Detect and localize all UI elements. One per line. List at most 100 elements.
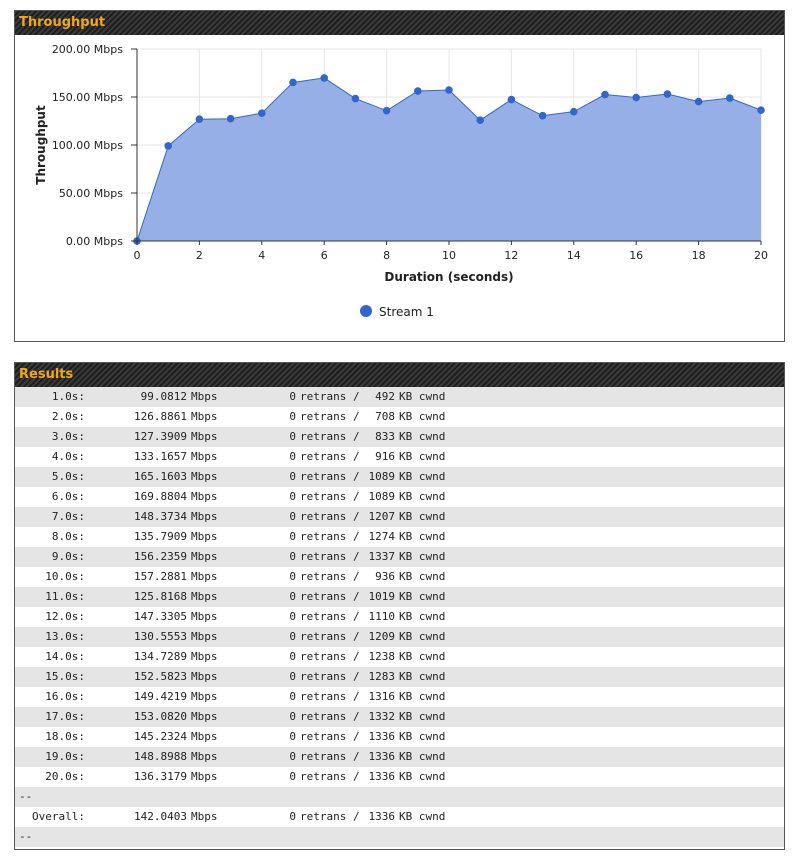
row-retrans-label: retrans / bbox=[300, 630, 360, 643]
results-table: 1.0s: 99.0812 Mbps 0 retrans /492 KB cwnd 2.0s… bbox=[15, 387, 784, 847]
y-tick-label: 0.00 Mbps bbox=[66, 235, 123, 248]
row-retrans: 0 bbox=[289, 710, 296, 723]
x-tick-label: 12 bbox=[504, 249, 518, 262]
row-rate-unit: Mbps bbox=[191, 750, 218, 763]
row-rate: 149.4219 bbox=[134, 690, 187, 703]
row-cwnd: 1337 bbox=[368, 550, 396, 563]
results-row: 17.0s: 153.0820 Mbps 0 retrans / 1332 KB cwnd bbox=[15, 707, 784, 727]
x-tick-label: 14 bbox=[567, 249, 581, 262]
row-retrans: 0 bbox=[289, 570, 296, 583]
y-tick-label: 150.00 Mbps bbox=[52, 91, 123, 104]
row-time: 3.0s: bbox=[51, 430, 85, 443]
data-point bbox=[445, 86, 453, 94]
row-cwnd: 1207 bbox=[368, 510, 396, 523]
data-point bbox=[164, 142, 172, 150]
x-tick-label: 2 bbox=[196, 249, 203, 262]
y-tick-label: 50.00 Mbps bbox=[59, 187, 123, 200]
row-retrans-label: retrans / bbox=[300, 470, 360, 483]
row-retrans-label: retrans / bbox=[300, 450, 360, 463]
x-tick-label: 10 bbox=[442, 249, 456, 262]
data-point bbox=[320, 74, 329, 82]
row-time: 12.0s: bbox=[45, 610, 85, 623]
results-row: 15.0s: 152.5823 Mbps 0 retrans / 1283 KB cwnd bbox=[15, 667, 784, 687]
data-point bbox=[757, 106, 765, 114]
row-cwnd-label: KB cwnd bbox=[399, 630, 446, 643]
y-tick-label: 200.00 Mbps bbox=[52, 43, 123, 56]
row-cwnd: 1332 bbox=[368, 710, 396, 723]
row-cwnd-label: KB cwnd bbox=[399, 450, 446, 463]
row-rate-unit: Mbps bbox=[191, 650, 218, 663]
row-time: 5.0s: bbox=[51, 470, 85, 483]
row-rate-unit: Mbps bbox=[191, 470, 218, 483]
row-time: 20.0s: bbox=[45, 770, 85, 783]
row-rate: 156.2359 bbox=[134, 550, 187, 563]
row-rate: 136.3179 bbox=[134, 770, 187, 783]
row-rate: 148.8988 bbox=[134, 750, 187, 763]
row-rate-unit: Mbps bbox=[191, 610, 218, 623]
data-point bbox=[507, 95, 516, 104]
row-cwnd-label: KB cwnd bbox=[399, 550, 446, 563]
row-time: 17.0s: bbox=[45, 710, 85, 723]
results-row: 18.0s: 145.2324 Mbps 0 retrans / 1336 KB cwnd bbox=[15, 727, 784, 747]
row-retrans: 0 bbox=[289, 430, 296, 443]
row-cwnd: 936 bbox=[375, 570, 395, 583]
row-cwnd: 833 bbox=[375, 430, 395, 443]
row-retrans-label: retrans / bbox=[300, 650, 360, 663]
row-retrans: 0 bbox=[289, 650, 296, 663]
row-retrans-label: retrans / bbox=[300, 410, 360, 423]
row-cwnd: 1336 bbox=[368, 770, 396, 783]
results-separator: -- bbox=[15, 827, 784, 847]
row-retrans-label: retrans / bbox=[300, 430, 360, 443]
row-cwnd-label: KB cwnd bbox=[399, 770, 446, 783]
data-point bbox=[694, 97, 703, 106]
data-point bbox=[663, 90, 672, 98]
data-point bbox=[289, 78, 297, 87]
row-rate-unit: Mbps bbox=[191, 730, 218, 743]
row-rate: 126.8861 bbox=[134, 410, 187, 423]
row-rate: 145.2324 bbox=[134, 730, 187, 743]
row-cwnd: 1238 bbox=[368, 650, 396, 663]
row-rate-unit: Mbps bbox=[191, 410, 218, 423]
row-rate: 147.3305 bbox=[134, 610, 187, 623]
row-retrans: 0 bbox=[289, 490, 296, 503]
row-retrans-label: retrans / bbox=[300, 730, 360, 743]
results-row: 10.0s: 157.2881 Mbps 0 retrans / 936 KB cwnd bbox=[15, 567, 784, 587]
results-row: 2.0s: 126.8861 Mbps 0 retrans / 708 KB cwnd bbox=[15, 407, 784, 427]
row-retrans: 0 bbox=[289, 610, 296, 623]
series-area bbox=[137, 77, 761, 241]
row-rate-unit: Mbps bbox=[191, 570, 218, 583]
row-cwnd-label: KB cwnd bbox=[399, 710, 446, 723]
row-retrans-label: retrans / bbox=[300, 590, 360, 603]
row-rate: 152.5823 bbox=[134, 670, 187, 683]
results-row: 7.0s: 148.3734 Mbps 0 retrans / 1207 KB cwnd bbox=[15, 507, 784, 527]
row-cwnd-label: KB cwnd bbox=[399, 470, 446, 483]
row-time: 14.0s: bbox=[45, 650, 85, 663]
row-cwnd: 492 bbox=[375, 390, 395, 403]
x-tick-label: 20 bbox=[754, 249, 768, 262]
data-point bbox=[258, 109, 266, 117]
row-rate-unit: Mbps bbox=[191, 450, 218, 463]
data-point bbox=[476, 116, 485, 125]
x-tick-label: 18 bbox=[692, 249, 706, 262]
row-cwnd-label: KB cwnd bbox=[399, 510, 446, 523]
y-axis-title: Throughput bbox=[34, 105, 48, 185]
data-point bbox=[414, 87, 422, 95]
data-point bbox=[538, 111, 547, 120]
row-rate: 142.0403 bbox=[134, 810, 187, 823]
results-row: 4.0s: 133.1657 Mbps 0 retrans / 916 KB cwnd bbox=[15, 447, 784, 467]
row-cwnd-label: KB cwnd bbox=[399, 690, 446, 703]
row-time: 8.0s: bbox=[51, 530, 85, 543]
row-retrans: 0 bbox=[289, 530, 296, 543]
row-rate-unit: Mbps bbox=[191, 550, 218, 563]
row-cwnd: 1336 bbox=[368, 730, 396, 743]
row-retrans: 0 bbox=[289, 510, 296, 523]
row-rate-unit: Mbps bbox=[191, 510, 218, 523]
row-retrans-label: retrans / bbox=[300, 810, 360, 823]
row-time: 2.0s: bbox=[51, 410, 85, 423]
row-cwnd-label: KB cwnd bbox=[399, 430, 446, 443]
legend-marker bbox=[360, 305, 372, 317]
row-cwnd: 1089 bbox=[368, 470, 396, 483]
results-row: 6.0s: 169.8804 Mbps 0 retrans / 1089 KB cwnd bbox=[15, 487, 784, 507]
row-rate: 153.0820 bbox=[134, 710, 187, 723]
row-cwnd-label: KB cwnd bbox=[399, 750, 446, 763]
